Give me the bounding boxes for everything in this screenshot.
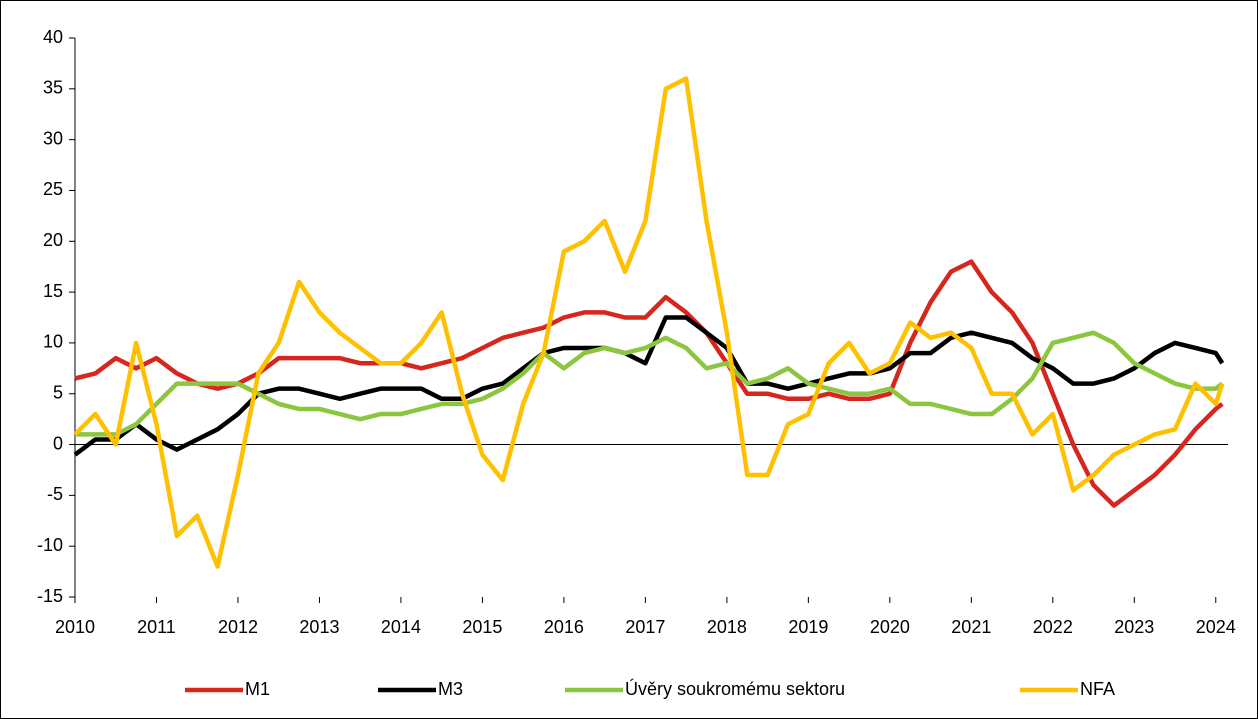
x-tick-label: 2010 <box>55 617 95 637</box>
y-tick-label: -10 <box>37 535 63 555</box>
y-tick-label: 30 <box>43 128 63 148</box>
y-tick-label: -15 <box>37 586 63 606</box>
x-tick-label: 2023 <box>1114 617 1154 637</box>
y-tick-label: 35 <box>43 78 63 98</box>
x-tick-label: 2020 <box>870 617 910 637</box>
x-tick-label: 2022 <box>1033 617 1073 637</box>
y-tick-label: -5 <box>47 484 63 504</box>
y-tick-label: 10 <box>43 332 63 352</box>
x-tick-label: 2011 <box>137 617 176 637</box>
legend-label: M1 <box>245 679 270 699</box>
series-line <box>75 330 1224 437</box>
y-tick-label: 40 <box>43 27 63 47</box>
x-tick-label: 2019 <box>788 617 828 637</box>
x-tick-label: 2016 <box>544 617 584 637</box>
y-tick-label: 20 <box>43 230 63 250</box>
y-tick-label: 25 <box>43 179 63 199</box>
x-tick-label: 2014 <box>381 617 421 637</box>
series-line <box>74 259 1224 508</box>
x-tick-label: 2021 <box>951 617 991 637</box>
legend-label: Úvěry soukromému sektoru <box>625 678 845 699</box>
x-tick-label: 2013 <box>299 617 339 637</box>
legend-label: M3 <box>438 679 463 699</box>
x-tick-label: 2012 <box>218 617 258 637</box>
x-tick-label: 2017 <box>625 617 665 637</box>
y-tick-label: 15 <box>43 281 63 301</box>
series-line <box>73 76 1225 569</box>
legend-label: NFA <box>1080 679 1115 699</box>
y-tick-label: 0 <box>53 433 63 453</box>
x-tick-label: 2015 <box>462 617 502 637</box>
x-tick-label: 2018 <box>707 617 747 637</box>
x-tick-label: 2024 <box>1196 617 1236 637</box>
y-tick-label: 5 <box>53 382 63 402</box>
